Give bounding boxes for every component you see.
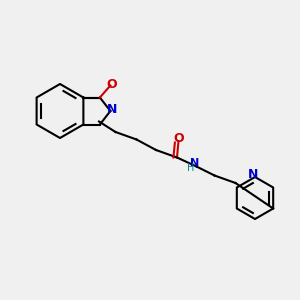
Text: N: N bbox=[248, 168, 259, 181]
Text: O: O bbox=[174, 131, 184, 145]
Text: N: N bbox=[190, 158, 200, 169]
Text: H: H bbox=[187, 163, 194, 173]
Text: N: N bbox=[107, 103, 117, 116]
Text: O: O bbox=[106, 77, 117, 91]
